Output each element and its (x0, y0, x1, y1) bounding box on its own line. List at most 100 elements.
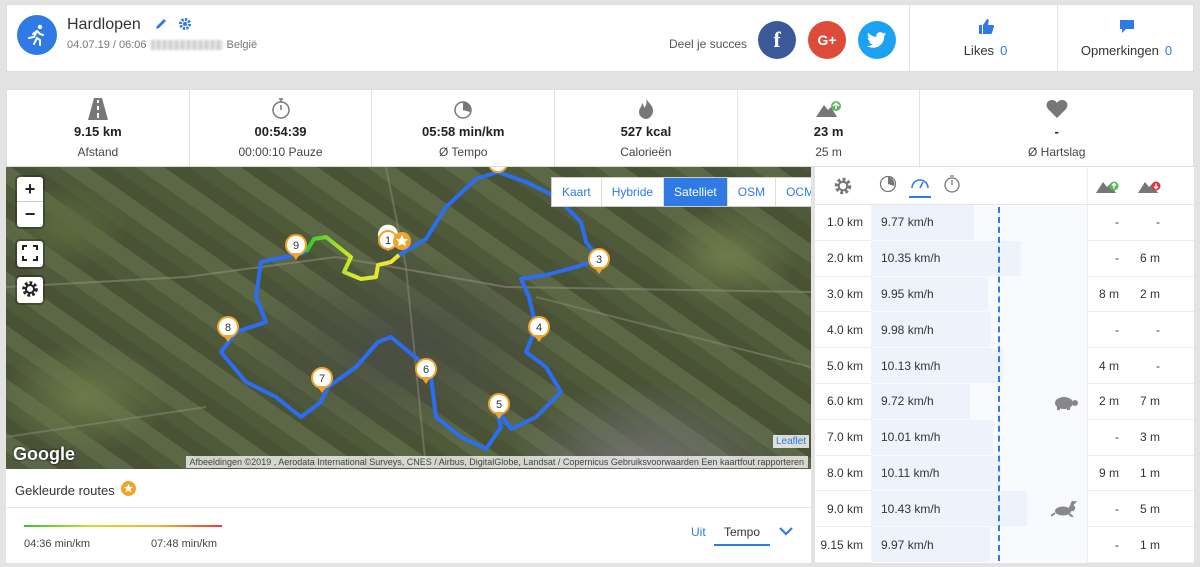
redacted-address (150, 40, 223, 50)
split-descent: 1 m (1139, 465, 1160, 480)
stat-value: 23 m (813, 124, 844, 139)
stat-label: 25 m (815, 145, 842, 159)
split-distance: 8.0 km (826, 465, 863, 480)
split-ascent: 2 m (1087, 383, 1127, 419)
layer-satelliet[interactable]: Satelliet (664, 178, 728, 206)
fullscreen-button[interactable] (17, 241, 43, 267)
svg-text:3: 3 (596, 254, 602, 266)
svg-text:8: 8 (225, 322, 231, 334)
layer-hybride[interactable]: Hybride (602, 178, 665, 206)
stat-value: 527 kcal (620, 124, 672, 139)
split-row[interactable]: 9.15 km 9.97 km/h -1 m (815, 527, 1194, 563)
split-row[interactable]: 7.0 km 10.01 km/h -3 m (815, 419, 1194, 456)
edit-pencil-icon[interactable] (154, 17, 168, 34)
map-settings-button[interactable] (17, 277, 43, 303)
split-row[interactable]: 6.0 km 9.72 km/h 2 m 7 m (815, 383, 1194, 420)
stat-value: 9.15 km (73, 124, 122, 139)
activity-datetime: 04.07.19 / 06:06 (67, 39, 147, 51)
activity-location: België (226, 39, 258, 51)
split-descent: 1 m (1139, 537, 1160, 552)
heart-icon (1046, 98, 1068, 120)
table-settings-icon[interactable] (815, 167, 871, 204)
stats-row: 9.15 km Afstand 00:54:39 00:00:10 Pauze … (6, 89, 1194, 167)
rabbit-icon (1050, 500, 1079, 520)
split-descent: 5 m (1139, 501, 1160, 516)
splits-rows: 1.0 km 9.77 km/h - -2.0 km 10.35 km/h -6 m 3.0… (815, 205, 1194, 563)
leaflet-link[interactable]: Leaflet (772, 435, 809, 448)
split-speed-bar (871, 348, 1003, 383)
layer-osm[interactable]: OSM (728, 178, 777, 206)
likes-box[interactable]: Likes 0 (909, 5, 1061, 71)
split-row[interactable]: 2.0 km 10.35 km/h -6 m (815, 240, 1194, 277)
average-speed-line (998, 207, 1000, 561)
stat-label: 00:00:10 Pauze (238, 145, 323, 159)
km-marker-6[interactable]: 6 (415, 358, 437, 384)
split-speed-bar (871, 527, 990, 562)
km-marker-4[interactable]: 4 (528, 316, 550, 342)
split-speed-bar (871, 491, 1027, 527)
km-marker-9[interactable]: 9 (285, 234, 307, 260)
split-row[interactable]: 8.0 km 10.11 km/h 9 m 1 m (815, 455, 1194, 492)
zoom-out-button[interactable]: − (24, 204, 36, 224)
pace-gradient-bar (24, 525, 222, 527)
split-speed: 10.11 km/h (881, 465, 940, 480)
split-ascent: - (1087, 240, 1127, 276)
stat-calories: 527 kcal Calorieën (555, 90, 738, 166)
stopwatch-tab-icon[interactable] (943, 175, 961, 196)
stat-duration: 00:54:39 00:00:10 Pauze (190, 90, 373, 166)
elevation-down-icon (1127, 167, 1172, 204)
split-speed-cell: 10.13 km/h (871, 348, 1087, 383)
speed-tab-icon[interactable] (909, 173, 931, 198)
split-speed: 10.13 km/h (881, 358, 941, 373)
split-speed: 9.98 km/h (881, 322, 934, 337)
comments-box[interactable]: Opmerkingen 0 (1057, 5, 1195, 71)
twitter-share-button[interactable] (858, 21, 896, 59)
color-mode-select[interactable]: Tempo (714, 525, 770, 546)
chevron-down-icon[interactable] (778, 525, 794, 540)
zoom-in-button[interactable]: + (17, 177, 43, 202)
activity-header: Hardlopen 04.07.19 / 06:06 België Deel j… (6, 4, 1194, 72)
split-row[interactable]: 5.0 km 10.13 km/h 4 m - (815, 348, 1194, 384)
km-marker-7[interactable]: 7 (311, 367, 333, 393)
route-overlay: 1 3 4 5 6 7 8 9 (6, 167, 811, 469)
split-ascent: - (1087, 205, 1127, 240)
stat-label: Afstand (77, 145, 119, 159)
gear-icon[interactable] (178, 17, 192, 34)
facebook-share-button[interactable]: f (758, 21, 796, 59)
svg-text:4: 4 (536, 322, 542, 334)
split-distance: 2.0 km (826, 251, 863, 266)
km-marker-3[interactable]: 3 (588, 248, 610, 274)
svg-text:1: 1 (385, 235, 391, 247)
split-ascent: 8 m (1087, 276, 1127, 312)
split-descent: 3 m (1139, 430, 1160, 445)
route-map[interactable]: 1 3 4 5 6 7 8 9 + − Kaart Hybride Satell… (6, 167, 811, 469)
stat-value: 00:54:39 (254, 124, 307, 139)
split-row[interactable]: 4.0 km 9.98 km/h - - (815, 312, 1194, 349)
layer-kaart[interactable]: Kaart (552, 178, 602, 206)
google-logo: Google (13, 444, 75, 464)
map-attribution[interactable]: Afbeeldingen ©2019 , Aerodata Internatio… (185, 456, 808, 468)
pace-min-label: 04:36 min/km (24, 538, 91, 550)
km-marker-8[interactable]: 8 (217, 316, 239, 342)
km-marker-5[interactable]: 5 (488, 393, 510, 419)
colored-routes-title: Gekleurde routes (15, 481, 136, 499)
stat-value: 05:58 min/km (422, 124, 505, 139)
color-mode-off-link[interactable]: Uit (691, 525, 706, 539)
google-plus-share-button[interactable]: G+ (808, 21, 846, 59)
pace-tab-icon[interactable] (879, 175, 897, 196)
split-row[interactable]: 1.0 km 9.77 km/h - - (815, 205, 1194, 241)
svg-text:7: 7 (319, 373, 325, 385)
split-row[interactable]: 9.0 km 10.43 km/h -5 m (815, 491, 1194, 528)
stat-distance: 9.15 km Afstand (7, 90, 190, 166)
zoom-control: + − (17, 177, 43, 227)
layer-ocm[interactable]: OCM (786, 185, 811, 199)
split-row[interactable]: 3.0 km 9.95 km/h 8 m 2 m (815, 276, 1194, 313)
km-marker-2[interactable] (488, 167, 508, 173)
comments-count: 0 (1164, 42, 1173, 58)
likes-label: Likes (963, 42, 995, 58)
stopwatch-icon (271, 98, 291, 120)
svg-text:6: 6 (423, 364, 429, 376)
colored-routes-label: Gekleurde routes (15, 482, 115, 498)
split-speed-cell: 10.35 km/h (871, 240, 1087, 276)
thumbs-up-icon (978, 18, 994, 37)
